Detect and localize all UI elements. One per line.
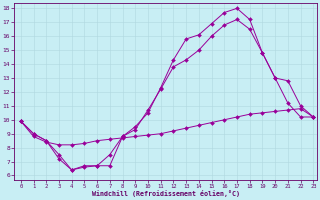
X-axis label: Windchill (Refroidissement éolien,°C): Windchill (Refroidissement éolien,°C) <box>92 190 240 197</box>
